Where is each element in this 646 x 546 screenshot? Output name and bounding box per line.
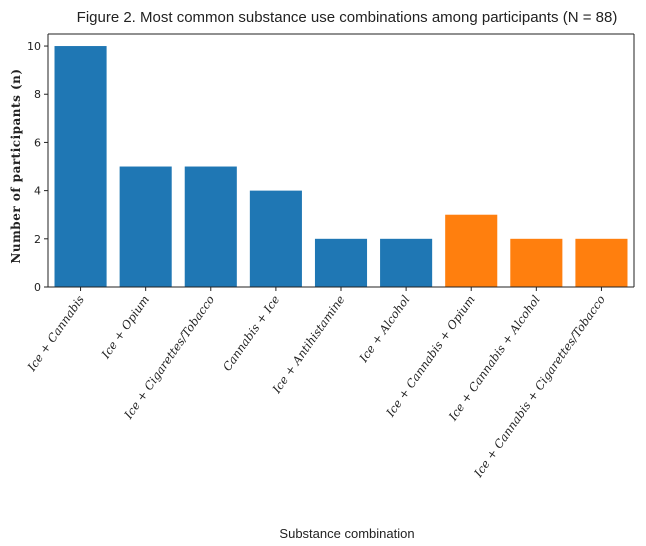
bar (380, 238, 433, 287)
bar (314, 238, 368, 287)
bar (249, 190, 302, 287)
chart-title: Figure 2. Most common substance use comb… (77, 9, 618, 26)
x-tick-label: Ice + Cannabis + Cigarettes/Tobacco (471, 293, 608, 481)
x-tick-label: Ice + Antihistamine (269, 293, 348, 397)
y-tick-label: 6 (34, 136, 41, 149)
x-tick-label: Ice + Cannabis (24, 293, 87, 375)
y-tick-label: 2 (34, 233, 41, 246)
x-axis-label: Substance combination (279, 526, 414, 541)
y-tick-label: 10 (27, 40, 41, 53)
x-tick-label: Ice + Alcohol (356, 292, 413, 365)
x-tick-label: Ice + Opium (98, 293, 152, 362)
y-axis-label: Number of participants (n) (9, 68, 23, 263)
x-tick-label: Cannabis + Ice (220, 293, 283, 374)
bar (510, 238, 563, 287)
bar (119, 166, 172, 287)
bar (54, 46, 107, 287)
y-tick-label: 4 (34, 185, 41, 198)
bar (445, 214, 498, 287)
y-tick-label: 0 (34, 281, 41, 294)
bar (184, 166, 237, 287)
bar (575, 238, 628, 287)
y-tick-label: 8 (34, 88, 41, 101)
